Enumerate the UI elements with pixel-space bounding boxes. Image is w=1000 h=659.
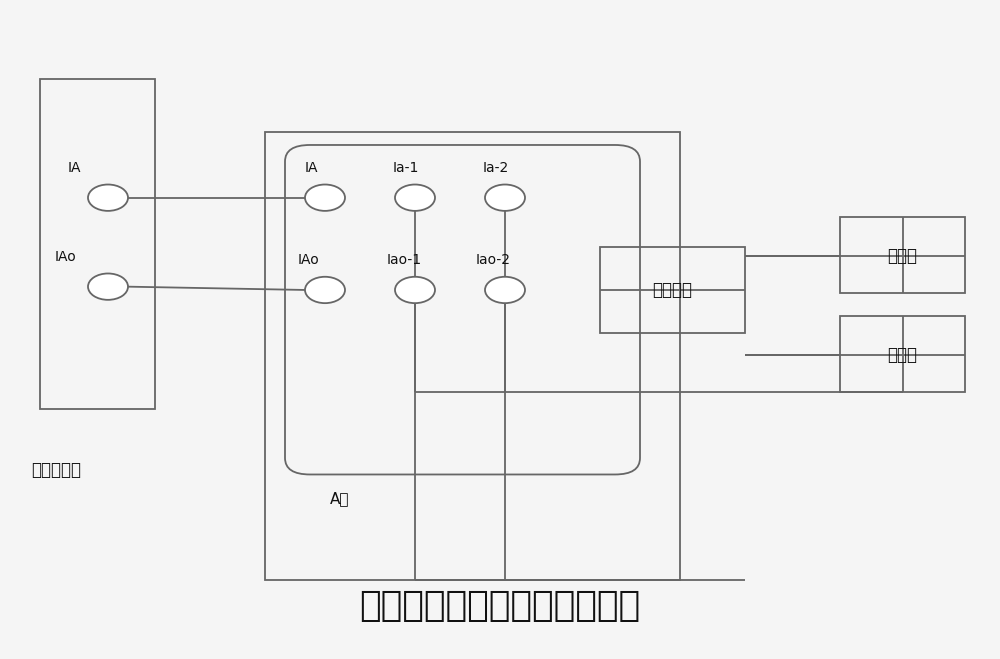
Circle shape xyxy=(305,185,345,211)
Text: A相: A相 xyxy=(330,491,350,506)
Circle shape xyxy=(485,277,525,303)
Bar xyxy=(600,247,745,333)
Text: 次谐波、奇次谐波的试验接线: 次谐波、奇次谐波的试验接线 xyxy=(359,589,641,623)
Circle shape xyxy=(395,185,435,211)
Text: IAo: IAo xyxy=(55,250,77,264)
Text: IA: IA xyxy=(305,161,318,175)
Text: 被校表: 被校表 xyxy=(888,345,918,364)
Text: Ia-1: Ia-1 xyxy=(393,161,419,175)
Text: 装置电流源: 装置电流源 xyxy=(31,461,81,479)
Circle shape xyxy=(88,185,128,211)
Circle shape xyxy=(485,185,525,211)
Text: 平衡电阻: 平衡电阻 xyxy=(652,281,692,299)
Text: IA: IA xyxy=(68,161,82,175)
Circle shape xyxy=(88,273,128,300)
Bar xyxy=(840,316,965,392)
Text: Iao-2: Iao-2 xyxy=(476,253,511,267)
Bar xyxy=(265,132,680,580)
Circle shape xyxy=(305,277,345,303)
Bar xyxy=(840,217,965,293)
Bar xyxy=(40,79,155,409)
Text: 标准表: 标准表 xyxy=(888,246,918,265)
Text: Ia-2: Ia-2 xyxy=(483,161,509,175)
Circle shape xyxy=(395,277,435,303)
Text: IAo: IAo xyxy=(298,253,320,267)
Text: Iao-1: Iao-1 xyxy=(387,253,422,267)
